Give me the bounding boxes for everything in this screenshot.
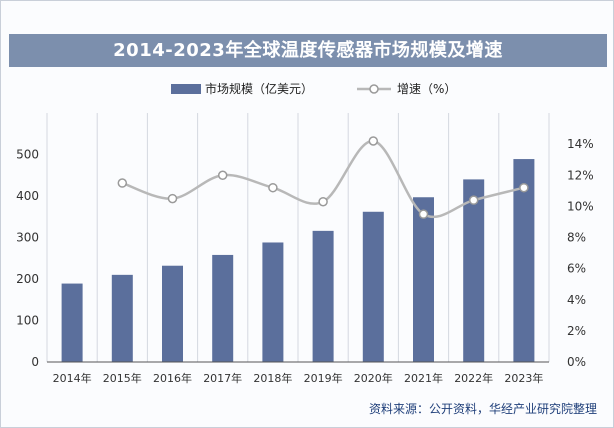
y-left-tick-3: 300: [16, 231, 39, 245]
y-left-tick-0: 0: [31, 355, 39, 369]
bar-9: [513, 159, 535, 362]
y-right-tick-5: 10%: [567, 199, 594, 213]
grid-lines: [46, 113, 550, 362]
growth-point-3: [268, 182, 278, 193]
growth-line: [121, 139, 525, 218]
bar-8: [463, 179, 485, 362]
x-tick-1: 2015年: [103, 371, 142, 385]
x-tick-2: 2016年: [153, 371, 192, 385]
bar-3: [212, 254, 234, 362]
x-tick-3: 2017年: [203, 371, 242, 385]
bar-2: [162, 265, 183, 362]
growth-point-2: [217, 170, 228, 180]
bar-7: [413, 197, 434, 362]
y-left-tick-1: 100: [16, 314, 39, 328]
chart-title: 2014-2023年全球温度传感器市场规模及增速: [113, 40, 503, 61]
x-tick-5: 2019年: [304, 371, 343, 385]
growth-point-1: [167, 193, 178, 204]
x-tick-6: 2020年: [354, 371, 393, 385]
growth-point-0: [117, 178, 128, 188]
axes: 0 100 200 300 400 500 0% 2% 4% 6% 8% 10% 12% 14% 2014年…: [16, 137, 594, 385]
legend-line-marker: [369, 84, 379, 94]
bar-0: [61, 283, 83, 362]
bar-series: [61, 159, 535, 362]
x-tick-9: 2023年: [504, 371, 543, 385]
y-right-tick-7: 14%: [567, 137, 594, 151]
x-tick-7: 2021年: [404, 371, 443, 385]
bar-4: [262, 242, 284, 362]
growth-point-7: [468, 195, 479, 205]
growth-point-6: [418, 209, 429, 219]
bar-1: [111, 274, 133, 362]
bar-5: [312, 230, 334, 362]
legend-bar-swatch: [171, 84, 201, 94]
y-right-tick-3: 6%: [567, 262, 586, 276]
title-bar: 2014-2023年全球温度传感器市场规模及增速: [9, 34, 607, 67]
y-right-tick-1: 2%: [567, 324, 586, 338]
y-left-tick-2: 200: [16, 272, 39, 286]
line-series: [117, 136, 529, 219]
y-right-tick-0: 0%: [567, 355, 586, 369]
growth-point-4: [318, 196, 328, 207]
legend-line-label: 增速（%）: [397, 82, 456, 96]
y-left-tick-5: 500: [16, 148, 39, 162]
x-tick-4: 2018年: [253, 371, 292, 385]
x-tick-8: 2022年: [454, 371, 493, 385]
y-left-tick-4: 400: [16, 189, 39, 203]
y-right-tick-6: 12%: [567, 168, 594, 182]
legend-bar-label: 市场规模（亿美元）: [205, 81, 313, 96]
growth-point-8: [519, 182, 529, 193]
growth-point-5: [368, 136, 379, 146]
bar-6: [362, 211, 384, 362]
source-note: 资料来源：公开资料，华经产业研究院整理: [368, 402, 597, 416]
y-right-tick-4: 8%: [567, 231, 586, 245]
x-tick-0: 2014年: [53, 371, 92, 385]
legend: 市场规模（亿美元） 增速（%）: [171, 81, 456, 96]
y-right-tick-2: 4%: [567, 293, 586, 307]
